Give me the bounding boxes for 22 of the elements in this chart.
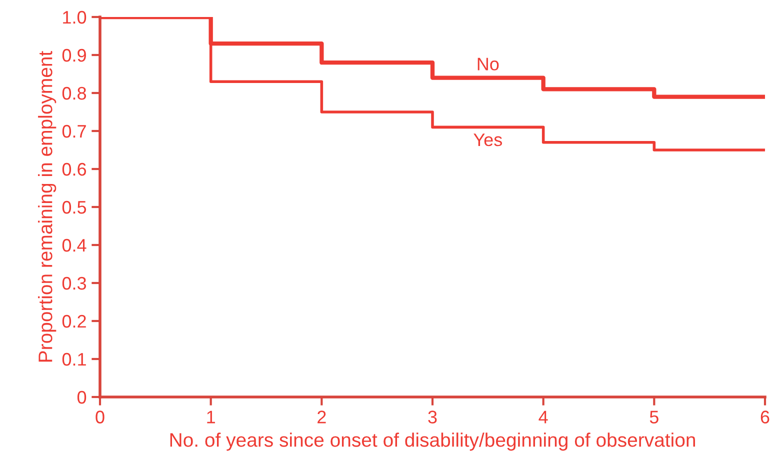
x-tick-label: 2	[318, 410, 326, 424]
y-tick-label: 0	[77, 390, 86, 404]
x-tick-label: 1	[207, 410, 215, 424]
x-tick-label: 6	[760, 410, 770, 424]
y-tick-label: 0.4	[62, 238, 86, 252]
series-label: Yes	[474, 134, 502, 146]
y-tick-label: 0.6	[62, 162, 86, 176]
y-tick-label: 0.9	[62, 48, 86, 62]
y-tick-label: 0.1	[62, 352, 86, 366]
y-tick-label: 0.2	[62, 314, 86, 328]
x-axis-title: No. of years since onset of disability/beginning of observation	[170, 432, 695, 451]
series-label: No	[478, 58, 499, 70]
y-tick-label: 0.7	[62, 124, 86, 138]
y-tick-label: 0.8	[62, 86, 86, 100]
x-tick-label: 5	[650, 410, 658, 424]
x-tick-label: 4	[538, 410, 548, 424]
y-axis-title: Proportion remaining in employment	[38, 50, 56, 362]
x-tick-label: 0	[96, 410, 104, 424]
y-tick-label: 0.5	[62, 200, 86, 214]
y-tick-label: 0.3	[62, 276, 86, 290]
x-tick-label: 3	[428, 410, 437, 424]
y-tick-label: 1.0	[63, 10, 86, 24]
